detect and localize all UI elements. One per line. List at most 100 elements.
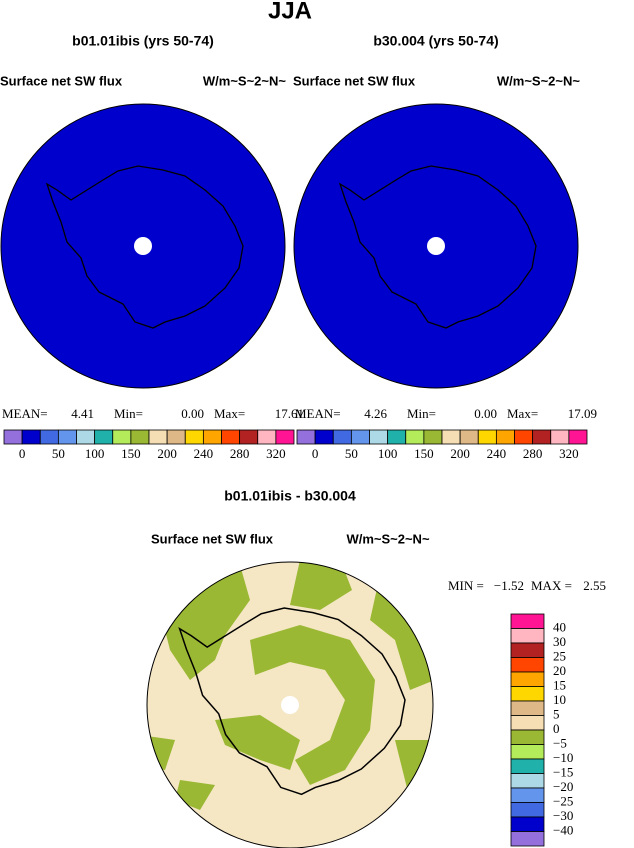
colorbar-box — [510, 831, 545, 847]
variable-label: Surface net SW flux — [151, 531, 274, 546]
colorbar-box — [423, 429, 443, 445]
colorbar-box — [314, 429, 334, 445]
units-label: W/m~S~2~N~ — [497, 73, 581, 88]
stat-value: 4.26 — [364, 406, 387, 421]
variable-label: Surface net SW flux — [293, 73, 416, 88]
colorbar-box — [477, 429, 497, 445]
colorbar-label: 5 — [553, 706, 560, 721]
stat-label: MEAN= — [295, 406, 341, 421]
colorbar-box — [510, 773, 545, 789]
colorbar-label: −40 — [553, 822, 573, 837]
colorbar-label: 50 — [52, 446, 65, 461]
colorbar-box — [510, 642, 545, 658]
difference-title: b01.01ibis - b30.004 — [224, 488, 356, 504]
units-label: W/m~S~2~N~ — [203, 73, 287, 88]
colorbar-box — [94, 429, 114, 445]
stat-label: Min= — [407, 406, 436, 421]
stat-value: 2.55 — [583, 578, 606, 593]
stat-value: 17.09 — [568, 406, 597, 421]
colorbar-label: 15 — [553, 677, 566, 692]
stat-label: MAX = — [531, 578, 572, 593]
variable-label: Surface net SW flux — [0, 73, 123, 88]
stat-value: 17.61 — [275, 406, 304, 421]
pole-hole — [281, 696, 299, 714]
colorbar-label: 30 — [553, 634, 566, 649]
colorbar-label: 150 — [121, 446, 141, 461]
stat-label: MIN = — [448, 578, 484, 593]
colorbar-box — [239, 429, 259, 445]
colorbar-box — [184, 429, 204, 445]
map-border — [146, 561, 434, 848]
colorbar-box — [350, 429, 370, 445]
colorbar-label: −25 — [553, 793, 573, 808]
stat-value: 0.00 — [474, 406, 497, 421]
stat-label: Max= — [214, 406, 245, 421]
colorbar-box — [510, 613, 545, 629]
colorbar-label: 200 — [450, 446, 470, 461]
colorbar-box — [130, 429, 150, 445]
colorbar-label: 0 — [19, 446, 26, 461]
colorbar-box — [510, 686, 545, 702]
colorbar-box — [510, 816, 545, 832]
stat-value: 4.41 — [71, 406, 94, 421]
colorbar-box — [510, 729, 545, 745]
colorbar-box — [369, 429, 389, 445]
colorbar-label: 100 — [378, 446, 398, 461]
colorbar-box — [550, 429, 570, 445]
colorbar-label: −5 — [553, 735, 567, 750]
colorbar-label: −10 — [553, 750, 573, 765]
panel-title: b01.01ibis (yrs 50-74) — [72, 33, 214, 49]
stat-label: Min= — [114, 406, 143, 421]
colorbar-box — [441, 429, 461, 445]
colorbar-box — [510, 628, 545, 644]
colorbar-box — [568, 429, 588, 445]
pole-hole — [134, 237, 152, 255]
colorbar-box — [296, 429, 316, 445]
stat-value: −1.52 — [494, 578, 524, 593]
stat-value: 0.00 — [181, 406, 204, 421]
colorbar-label: 320 — [559, 446, 579, 461]
colorbar-label: −15 — [553, 764, 573, 779]
colorbar-box — [148, 429, 168, 445]
colorbar-label: 320 — [266, 446, 286, 461]
colorbar-box — [510, 744, 545, 760]
colorbar-box — [510, 802, 545, 818]
colorbar-box — [387, 429, 407, 445]
colorbar-box — [510, 715, 545, 731]
colorbar-label: 20 — [553, 663, 566, 678]
colorbar-label: 50 — [345, 446, 358, 461]
colorbar-box — [510, 657, 545, 673]
colorbar-box — [39, 429, 59, 445]
colorbar-box — [21, 429, 41, 445]
colorbar-label: 100 — [85, 446, 105, 461]
colorbar-box — [112, 429, 132, 445]
colorbar-box — [510, 758, 545, 774]
stat-label: Max= — [507, 406, 538, 421]
colorbar-box — [514, 429, 534, 445]
colorbar-box — [57, 429, 77, 445]
colorbar-label: 240 — [487, 446, 507, 461]
colorbar-box — [495, 429, 515, 445]
colorbar-label: 25 — [553, 648, 566, 663]
colorbar-label: 240 — [194, 446, 214, 461]
colorbar-box — [532, 429, 552, 445]
colorbar-label: 200 — [157, 446, 177, 461]
stat-label: MEAN= — [2, 406, 48, 421]
colorbar-box — [332, 429, 352, 445]
units-label: W/m~S~2~N~ — [346, 531, 430, 546]
colorbar-box — [275, 429, 295, 445]
panel-title: b30.004 (yrs 50-74) — [373, 33, 498, 49]
colorbar-label: 0 — [553, 721, 560, 736]
colorbar-label: 0 — [312, 446, 319, 461]
colorbar-box — [202, 429, 222, 445]
colorbar-box — [510, 787, 545, 803]
colorbar-label: 40 — [553, 619, 566, 634]
colorbar-box — [3, 429, 23, 445]
colorbar-box — [405, 429, 425, 445]
colorbar-label: 280 — [230, 446, 250, 461]
colorbar-box — [510, 671, 545, 687]
colorbar-box — [166, 429, 186, 445]
pole-hole — [427, 237, 445, 255]
colorbar-box — [257, 429, 277, 445]
